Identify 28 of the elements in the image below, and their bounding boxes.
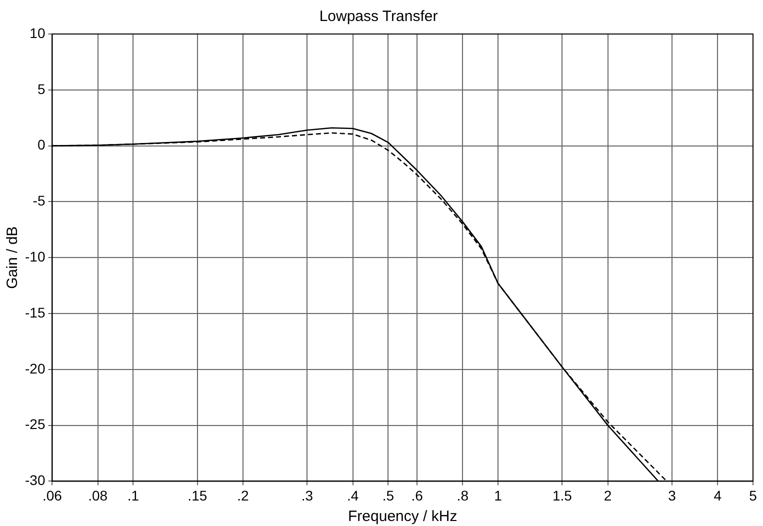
x-tick-label: .4 bbox=[346, 487, 359, 504]
x-tick-label: .08 bbox=[88, 487, 108, 504]
y-tick-label: -5 bbox=[32, 192, 46, 209]
x-tick-label: 5 bbox=[749, 487, 758, 504]
x-axis-title: Frequency / kHz bbox=[348, 508, 458, 526]
x-tick-label: .8 bbox=[456, 487, 469, 504]
x-tick-label: 3 bbox=[668, 487, 676, 504]
x-tick-label: .2 bbox=[237, 487, 250, 504]
y-tick-label: 0 bbox=[37, 136, 46, 153]
x-tick-label: .3 bbox=[301, 487, 314, 504]
x-tick-label: 1 bbox=[494, 487, 502, 504]
x-tick-label: .15 bbox=[188, 487, 208, 504]
x-tick-label: .5 bbox=[382, 487, 394, 504]
y-tick-label: 10 bbox=[30, 24, 46, 41]
y-tick-label: -25 bbox=[25, 416, 46, 432]
y-tick-label: 5 bbox=[37, 80, 46, 97]
x-tick-label: .6 bbox=[411, 487, 424, 504]
x-tick-label: 2 bbox=[604, 487, 612, 504]
y-tick-label: -15 bbox=[25, 304, 46, 320]
x-tick-label: .06 bbox=[42, 487, 62, 504]
x-tick-label: 1.5 bbox=[552, 487, 572, 504]
y-tick-label: -10 bbox=[25, 248, 46, 264]
y-axis-title: Gain / dB bbox=[4, 226, 22, 289]
x-tick-label: 4 bbox=[714, 487, 722, 504]
y-tick-label: -20 bbox=[25, 360, 46, 376]
chart-title: Lowpass Transfer bbox=[319, 8, 438, 26]
x-tick-label: .1 bbox=[127, 487, 140, 504]
y-tick-label: -30 bbox=[25, 472, 46, 488]
